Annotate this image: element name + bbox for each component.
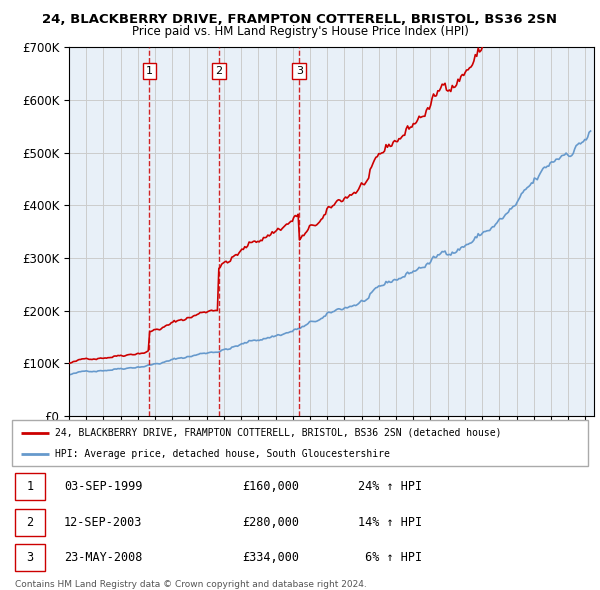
Text: 12-SEP-2003: 12-SEP-2003 (64, 516, 142, 529)
Text: 24% ↑ HPI: 24% ↑ HPI (358, 480, 422, 493)
FancyBboxPatch shape (15, 473, 45, 500)
Text: 14% ↑ HPI: 14% ↑ HPI (358, 516, 422, 529)
FancyBboxPatch shape (12, 420, 588, 466)
Text: Contains HM Land Registry data © Crown copyright and database right 2024.: Contains HM Land Registry data © Crown c… (15, 580, 367, 589)
Text: 03-SEP-1999: 03-SEP-1999 (64, 480, 142, 493)
Text: £160,000: £160,000 (242, 480, 299, 493)
Text: 6% ↑ HPI: 6% ↑ HPI (358, 551, 422, 564)
Text: 2: 2 (26, 516, 34, 529)
Text: Price paid vs. HM Land Registry's House Price Index (HPI): Price paid vs. HM Land Registry's House … (131, 25, 469, 38)
Text: 3: 3 (26, 551, 34, 564)
Text: 24, BLACKBERRY DRIVE, FRAMPTON COTTERELL, BRISTOL, BS36 2SN: 24, BLACKBERRY DRIVE, FRAMPTON COTTERELL… (43, 13, 557, 26)
FancyBboxPatch shape (15, 544, 45, 571)
Text: HPI: Average price, detached house, South Gloucestershire: HPI: Average price, detached house, Sout… (55, 448, 390, 458)
Text: 1: 1 (146, 66, 153, 76)
Text: £280,000: £280,000 (242, 516, 299, 529)
Text: 3: 3 (296, 66, 303, 76)
Text: £334,000: £334,000 (242, 551, 299, 564)
Text: 1: 1 (26, 480, 34, 493)
Text: 23-MAY-2008: 23-MAY-2008 (64, 551, 142, 564)
FancyBboxPatch shape (15, 509, 45, 536)
Text: 2: 2 (215, 66, 223, 76)
Text: 24, BLACKBERRY DRIVE, FRAMPTON COTTERELL, BRISTOL, BS36 2SN (detached house): 24, BLACKBERRY DRIVE, FRAMPTON COTTERELL… (55, 428, 502, 438)
